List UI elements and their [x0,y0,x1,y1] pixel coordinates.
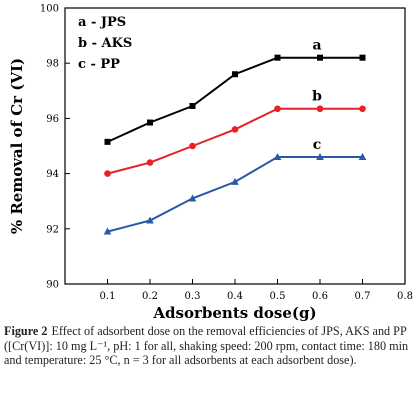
legend-entry: a - JPS [78,15,126,30]
y-tick-label: 100 [40,4,59,15]
data-point-c [188,194,197,202]
data-point-b [316,105,324,113]
data-point-a [274,54,281,61]
figure-caption: Figure 2 Effect of adsorbent dose on the … [4,324,413,368]
x-tick-label: 0.4 [227,291,243,302]
data-point-a [317,54,323,61]
data-point-b [231,126,239,133]
data-point-a [189,102,196,109]
data-point-a [232,71,238,78]
x-tick-label: 0.2 [142,291,158,302]
y-tick-label: 90 [46,280,59,291]
figure-label: Figure 2 [4,324,48,338]
data-point-b [189,142,196,150]
series-line-b [107,107,363,175]
y-tick-label: 98 [46,59,59,70]
x-tick-label: 0.3 [185,291,201,302]
x-tick-label: 0.6 [312,291,328,302]
x-tick-label: 0.1 [100,291,116,302]
x-axis-title: Adsorbents dose(g) [152,304,316,322]
data-point-b [274,105,281,113]
series-lines [107,56,363,233]
series-label-b: b [312,89,322,105]
legend: a - JPS b - AKS c - PP [78,15,132,72]
series-label-a: a [312,38,321,54]
x-axis-ticks: 0.1 0.2 0.3 0.4 0.5 0.6 0.7 0.8 [100,279,413,302]
x-tick-label: 0.5 [270,291,286,302]
y-tick-label: 92 [46,224,59,235]
data-point-a [104,138,111,145]
series-line-c [107,156,363,233]
y-tick-label: 96 [46,114,59,125]
data-point-b [146,159,154,166]
data-point-c [231,177,239,185]
data-point-c [103,227,112,235]
y-tick-label: 94 [46,169,59,180]
x-tick-label: 0.7 [355,291,371,302]
data-point-c [358,153,367,161]
x-tick-label: 0.8 [397,291,413,302]
line-chart: 0.1 0.2 0.3 0.4 0.5 0.6 0.7 0.8 90 92 94 96 98 100 a… [8,4,413,323]
data-point-b [359,105,366,113]
y-axis-title: % Removal of Cr (VI) [8,58,26,234]
data-point-a [147,119,153,126]
data-point-a [359,54,366,61]
legend-entry: b - AKS [78,36,132,51]
y-axis-ticks: 90 92 94 96 98 100 [40,4,70,291]
series-label-c: c [313,137,322,153]
series-markers [103,54,367,235]
caption-text: Effect of adsorbent dose on the removal … [4,324,409,368]
data-point-c [273,153,282,161]
data-point-c [316,153,324,161]
legend-entry: c - PP [78,57,120,72]
data-point-b [104,170,111,177]
data-point-c [146,216,154,224]
series-labels: a b c [312,38,322,153]
